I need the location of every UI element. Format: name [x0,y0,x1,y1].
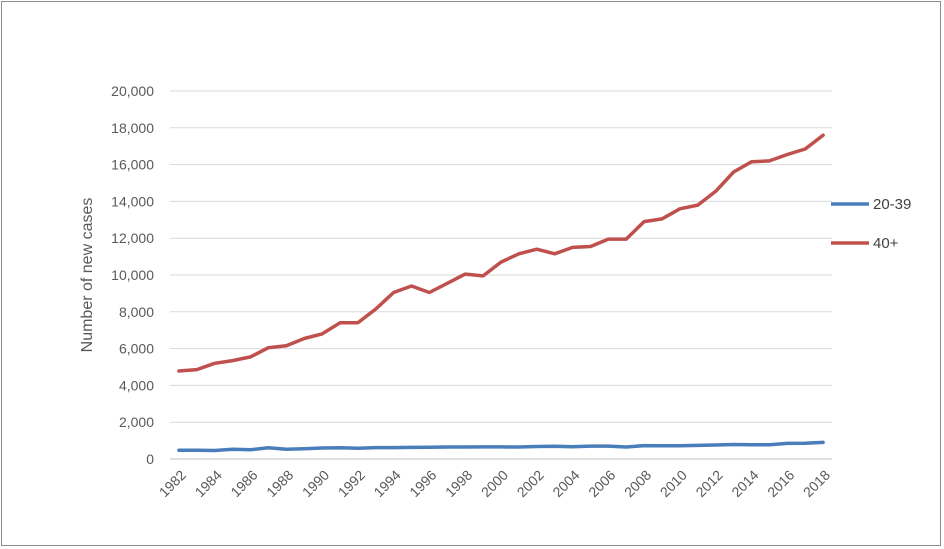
x-tick-label: 1994 [370,467,403,500]
y-tick-label: 16,000 [111,157,154,173]
gridlines [170,90,832,460]
y-tick-label: 6,000 [119,341,154,357]
x-tick-label: 2010 [657,467,690,500]
y-tick-label: 8,000 [119,304,154,320]
x-tick-label: 2016 [764,467,797,500]
legend-label: 40+ [873,235,899,252]
series-lines [177,133,825,453]
series-line-40- [177,133,825,373]
legend-item: 40+ [831,235,899,252]
y-tick-label: 4,000 [119,377,154,393]
series-line-20-39 [177,440,825,453]
x-tick-label: 2012 [692,467,725,500]
y-tick-label: 12,000 [111,230,154,246]
y-tick-label: 18,000 [111,120,154,136]
y-tick-label: 10,000 [111,267,154,283]
x-tick-label: 1992 [335,467,368,500]
y-tick-label: 0 [146,451,154,467]
x-tick-label: 2014 [728,467,761,500]
y-axis-title: Number of new cases [79,198,96,353]
x-tick-label: 2004 [549,467,582,500]
x-tick-label: 1996 [406,467,439,500]
x-tick-label: 2018 [800,467,833,500]
x-tick-label: 1982 [156,467,189,500]
x-tick-label: 1988 [263,467,296,500]
x-axis-tick-labels: 1982 1984 1986 1988 1990 1992 1994 1996 1998 2000… [156,467,834,500]
y-tick-label: 14,000 [111,193,154,209]
legend-label: 20-39 [873,196,911,213]
y-axis-tick-labels: 0 2,000 4,000 6,000 8,000 10,000 12,000 14,000 1… [111,83,154,467]
x-tick-label: 1990 [299,467,332,500]
y-tick-label: 2,000 [119,414,154,430]
x-tick-label: 2002 [514,467,547,500]
x-tick-label: 1984 [192,467,225,500]
x-tick-label: 2000 [478,467,511,500]
x-tick-label: 2006 [585,467,618,500]
y-tick-label: 20,000 [111,83,154,99]
x-tick-label: 1986 [227,467,260,500]
x-tick-label: 2008 [621,467,654,500]
legend: 20-39 40+ [831,196,911,252]
legend-item: 20-39 [831,196,911,213]
x-tick-label: 1998 [442,467,475,500]
